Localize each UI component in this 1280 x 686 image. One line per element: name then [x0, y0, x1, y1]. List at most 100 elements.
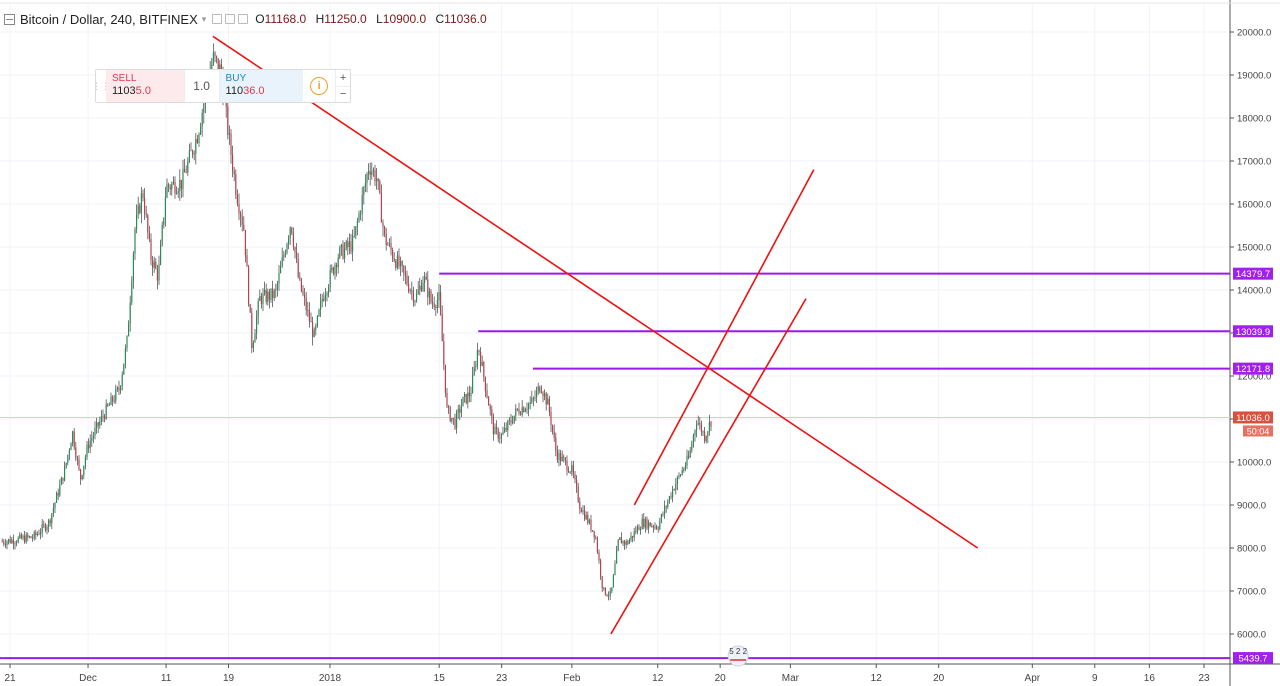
- candle-body: [35, 532, 37, 535]
- settings-icon[interactable]: [225, 14, 236, 24]
- quantity-stepper[interactable]: + −: [335, 70, 350, 102]
- quantity-field[interactable]: 1.0: [183, 70, 220, 102]
- drag-handle-icon[interactable]: ⋮⋮: [92, 80, 110, 91]
- candle-body: [263, 289, 266, 294]
- trade-panel: ⋮⋮ SELL 11035.0 1.0 BUY 11036.0 i + −: [92, 69, 351, 103]
- candle-body: [319, 301, 322, 310]
- candle-body: [425, 276, 427, 280]
- candle-body: [350, 241, 352, 252]
- candle-body: [31, 538, 34, 539]
- candle-body: [492, 416, 494, 435]
- x-tick-label: 11: [161, 673, 172, 684]
- minus-icon[interactable]: −: [339, 88, 347, 101]
- candle-body: [395, 261, 397, 268]
- candle-body: [163, 217, 165, 225]
- high-label: H: [315, 12, 325, 26]
- level-price-label: 5439.7: [1238, 654, 1267, 665]
- candle-body: [228, 133, 230, 135]
- candle-body: [62, 477, 64, 481]
- candle-body: [527, 403, 530, 410]
- sell-button[interactable]: SELL 11035.0: [106, 70, 184, 102]
- candle-body: [511, 422, 514, 424]
- x-tick-label: Feb: [563, 673, 581, 684]
- candle-body: [441, 313, 443, 342]
- sell-price-tail: 5.0: [135, 85, 151, 97]
- candle-body: [324, 295, 326, 301]
- low-value: 10900.0: [382, 12, 427, 26]
- trendline[interactable]: [212, 35, 979, 549]
- candle-body: [134, 229, 136, 254]
- candle-body: [239, 213, 242, 217]
- x-tick-label: 20: [933, 673, 945, 684]
- candle-body: [707, 431, 709, 437]
- buy-button[interactable]: BUY 11036.0: [219, 70, 304, 102]
- candle-body: [129, 302, 131, 324]
- candle-body: [87, 444, 90, 449]
- candle-body: [417, 289, 419, 294]
- candle-body: [84, 457, 86, 466]
- candle-body: [193, 153, 195, 155]
- collapse-icon[interactable]: [4, 13, 15, 25]
- candle-body: [689, 450, 691, 458]
- candle-body: [63, 467, 66, 481]
- candle-body: [345, 241, 347, 249]
- candle-body: [452, 418, 454, 419]
- buy-price-tail: 36.0: [243, 85, 265, 97]
- candle-body: [249, 304, 251, 313]
- candle-body: [499, 438, 501, 439]
- event-marker-icon[interactable]: [727, 645, 749, 667]
- candle-body: [468, 392, 470, 397]
- candle-body: [174, 181, 176, 194]
- x-tick-label: 15: [434, 673, 446, 684]
- candle-body: [118, 387, 120, 391]
- candle-body: [198, 133, 200, 143]
- candle-body: [153, 261, 155, 268]
- close-value: 11036.0: [444, 12, 487, 26]
- candle-body: [691, 444, 693, 451]
- info-button[interactable]: i: [303, 70, 335, 102]
- candle-body: [683, 469, 685, 471]
- candle-body: [564, 458, 566, 461]
- candle-body: [481, 362, 483, 366]
- candle-body: [547, 398, 549, 405]
- candle-body: [6, 541, 8, 546]
- candle-body: [295, 252, 298, 260]
- close-icon[interactable]: [238, 14, 249, 24]
- candle-body: [380, 192, 382, 223]
- candle-body: [231, 154, 234, 171]
- eye-icon[interactable]: [212, 14, 223, 24]
- candle-body: [612, 574, 614, 588]
- candle-body: [51, 513, 53, 524]
- candle-body: [148, 232, 150, 239]
- candle-body: [459, 408, 461, 413]
- candle-body: [342, 244, 344, 259]
- level-price-tag: [1233, 362, 1273, 375]
- trendline[interactable]: [610, 298, 807, 635]
- level-price-tag: [1233, 652, 1273, 665]
- candle-body: [644, 518, 646, 528]
- candle-body: [212, 52, 214, 64]
- trendline[interactable]: [633, 169, 815, 506]
- candle-body: [89, 440, 91, 449]
- candle-body: [550, 411, 552, 426]
- candle-body: [83, 465, 85, 476]
- plus-icon[interactable]: +: [336, 70, 350, 87]
- x-tick-label: 21: [4, 673, 16, 684]
- candle-body: [179, 179, 181, 192]
- candle-body: [36, 533, 38, 535]
- candle-body: [79, 469, 82, 480]
- candle-body: [191, 150, 194, 155]
- candle-body: [700, 423, 702, 433]
- candle-body: [190, 150, 192, 152]
- y-tick-label: 16000.0: [1237, 200, 1271, 211]
- candle-body: [628, 539, 630, 544]
- candle-body: [343, 248, 346, 259]
- candle-body: [409, 290, 411, 292]
- candle-body: [127, 323, 130, 337]
- candle-body: [172, 181, 174, 184]
- candle-body: [403, 265, 405, 273]
- chevron-down-icon[interactable]: ▾: [201, 13, 207, 24]
- symbol-title[interactable]: Bitcoin / Dollar, 240, BITFINEX: [20, 11, 198, 27]
- candle-body: [276, 283, 278, 289]
- candle-body: [7, 539, 10, 542]
